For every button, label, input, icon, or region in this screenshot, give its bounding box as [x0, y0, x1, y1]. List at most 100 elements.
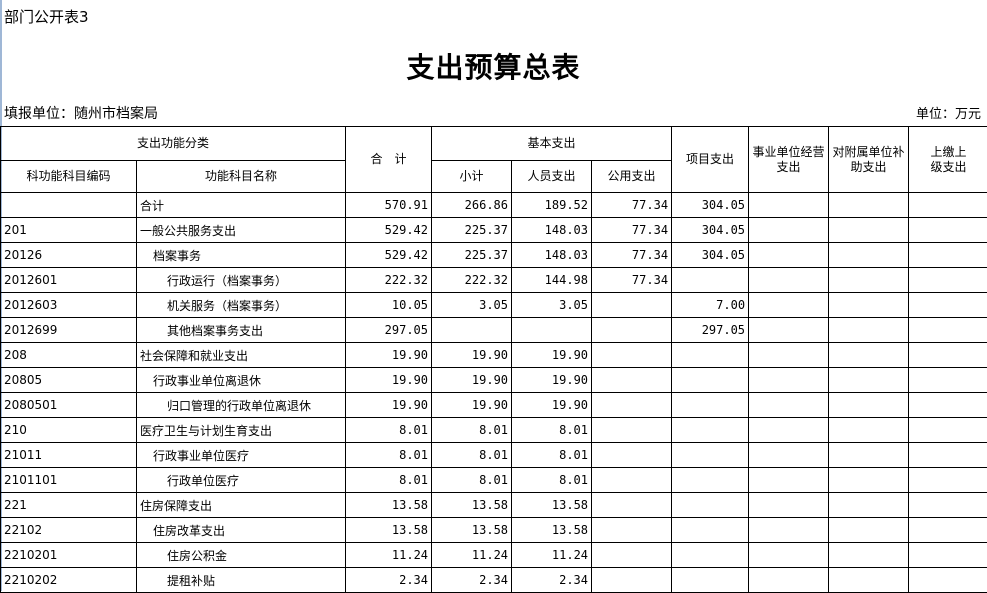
cell-name[interactable]: 医疗卫生与计划生育支出: [137, 418, 346, 443]
cell-subsidy[interactable]: [829, 343, 909, 368]
cell-public[interactable]: [592, 468, 672, 493]
cell-business[interactable]: [749, 343, 829, 368]
cell-project[interactable]: [672, 418, 749, 443]
cell-upper[interactable]: [909, 493, 987, 518]
cell-project[interactable]: 7.00: [672, 293, 749, 318]
cell-project[interactable]: [672, 268, 749, 293]
cell-public[interactable]: [592, 343, 672, 368]
cell-business[interactable]: [749, 293, 829, 318]
cell-subtotal[interactable]: 225.37: [432, 218, 512, 243]
cell-code[interactable]: 20126: [1, 243, 137, 268]
cell-name[interactable]: 行政事业单位医疗: [137, 443, 346, 468]
cell-code[interactable]: 210: [1, 418, 137, 443]
cell-project[interactable]: 304.05: [672, 193, 749, 218]
cell-personnel[interactable]: 19.90: [512, 368, 592, 393]
cell-subtotal[interactable]: 222.32: [432, 268, 512, 293]
cell-upper[interactable]: [909, 293, 987, 318]
cell-project[interactable]: [672, 493, 749, 518]
cell-code[interactable]: [1, 193, 137, 218]
cell-upper[interactable]: [909, 418, 987, 443]
cell-upper[interactable]: [909, 518, 987, 543]
cell-subtotal[interactable]: 3.05: [432, 293, 512, 318]
cell-project[interactable]: [672, 393, 749, 418]
cell-personnel[interactable]: 13.58: [512, 518, 592, 543]
cell-name[interactable]: 合计: [137, 193, 346, 218]
cell-business[interactable]: [749, 243, 829, 268]
cell-subsidy[interactable]: [829, 293, 909, 318]
cell-personnel[interactable]: 8.01: [512, 418, 592, 443]
cell-business[interactable]: [749, 193, 829, 218]
cell-business[interactable]: [749, 468, 829, 493]
cell-public[interactable]: [592, 418, 672, 443]
cell-total[interactable]: 570.91: [346, 193, 432, 218]
cell-total[interactable]: 19.90: [346, 368, 432, 393]
cell-personnel[interactable]: 11.24: [512, 543, 592, 568]
cell-subtotal[interactable]: 19.90: [432, 368, 512, 393]
cell-code[interactable]: 2210201: [1, 543, 137, 568]
cell-total[interactable]: 13.58: [346, 518, 432, 543]
cell-total[interactable]: 8.01: [346, 443, 432, 468]
cell-business[interactable]: [749, 393, 829, 418]
cell-upper[interactable]: [909, 568, 987, 593]
cell-subtotal[interactable]: 266.86: [432, 193, 512, 218]
cell-code[interactable]: 2080501: [1, 393, 137, 418]
cell-subsidy[interactable]: [829, 318, 909, 343]
cell-upper[interactable]: [909, 443, 987, 468]
cell-public[interactable]: [592, 393, 672, 418]
cell-total[interactable]: 13.58: [346, 493, 432, 518]
cell-subtotal[interactable]: 8.01: [432, 468, 512, 493]
cell-total[interactable]: 8.01: [346, 468, 432, 493]
cell-upper[interactable]: [909, 268, 987, 293]
cell-upper[interactable]: [909, 543, 987, 568]
cell-subsidy[interactable]: [829, 443, 909, 468]
cell-subtotal[interactable]: 13.58: [432, 518, 512, 543]
cell-total[interactable]: 19.90: [346, 393, 432, 418]
cell-subsidy[interactable]: [829, 518, 909, 543]
cell-total[interactable]: 297.05: [346, 318, 432, 343]
cell-total[interactable]: 8.01: [346, 418, 432, 443]
cell-project[interactable]: [672, 368, 749, 393]
cell-business[interactable]: [749, 443, 829, 468]
cell-public[interactable]: [592, 493, 672, 518]
cell-public[interactable]: 77.34: [592, 193, 672, 218]
cell-public[interactable]: [592, 368, 672, 393]
cell-name[interactable]: 社会保障和就业支出: [137, 343, 346, 368]
cell-total[interactable]: 19.90: [346, 343, 432, 368]
cell-business[interactable]: [749, 418, 829, 443]
cell-public[interactable]: [592, 568, 672, 593]
cell-subsidy[interactable]: [829, 418, 909, 443]
cell-project[interactable]: 297.05: [672, 318, 749, 343]
cell-upper[interactable]: [909, 343, 987, 368]
cell-total[interactable]: 529.42: [346, 218, 432, 243]
cell-upper[interactable]: [909, 368, 987, 393]
cell-subtotal[interactable]: 8.01: [432, 443, 512, 468]
cell-name[interactable]: 归口管理的行政单位离退休: [137, 393, 346, 418]
cell-name[interactable]: 行政运行（档案事务）: [137, 268, 346, 293]
cell-name[interactable]: 住房公积金: [137, 543, 346, 568]
cell-subsidy[interactable]: [829, 393, 909, 418]
cell-subtotal[interactable]: 13.58: [432, 493, 512, 518]
cell-project[interactable]: [672, 543, 749, 568]
cell-code[interactable]: 2012601: [1, 268, 137, 293]
cell-business[interactable]: [749, 543, 829, 568]
cell-personnel[interactable]: 19.90: [512, 343, 592, 368]
cell-code[interactable]: 201: [1, 218, 137, 243]
cell-subsidy[interactable]: [829, 468, 909, 493]
cell-personnel[interactable]: 19.90: [512, 393, 592, 418]
cell-business[interactable]: [749, 218, 829, 243]
cell-project[interactable]: [672, 568, 749, 593]
cell-subsidy[interactable]: [829, 218, 909, 243]
cell-name[interactable]: 住房保障支出: [137, 493, 346, 518]
cell-project[interactable]: [672, 468, 749, 493]
cell-total[interactable]: 2.34: [346, 568, 432, 593]
cell-subsidy[interactable]: [829, 568, 909, 593]
cell-subtotal[interactable]: 8.01: [432, 418, 512, 443]
cell-project[interactable]: 304.05: [672, 218, 749, 243]
cell-code[interactable]: 208: [1, 343, 137, 368]
cell-upper[interactable]: [909, 243, 987, 268]
cell-subsidy[interactable]: [829, 368, 909, 393]
cell-public[interactable]: [592, 543, 672, 568]
cell-business[interactable]: [749, 368, 829, 393]
cell-public[interactable]: 77.34: [592, 218, 672, 243]
cell-business[interactable]: [749, 268, 829, 293]
